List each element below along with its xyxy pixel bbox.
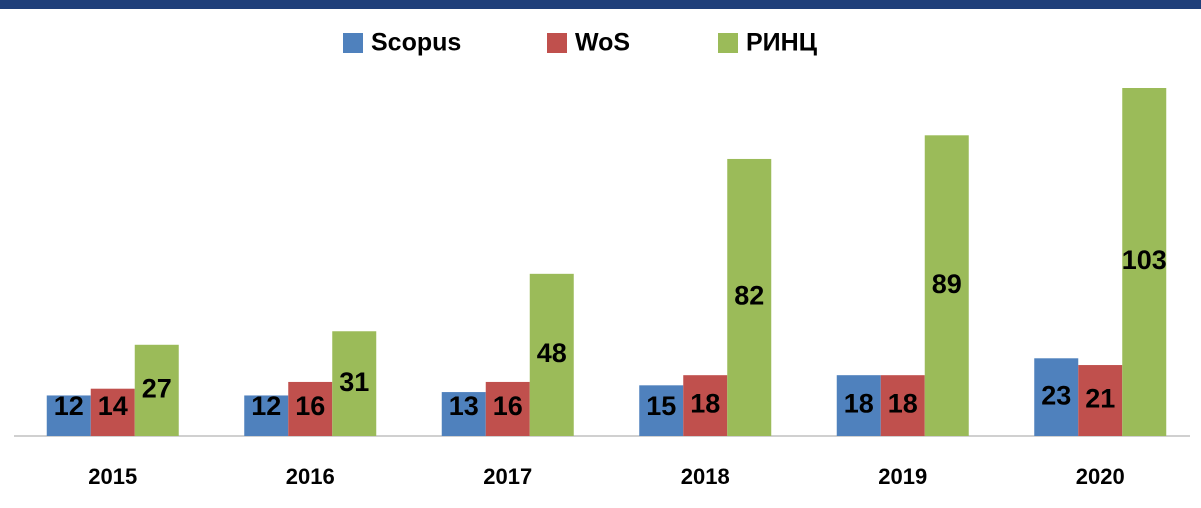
data-label: 18 [888, 389, 918, 419]
legend-label: Scopus [371, 29, 461, 57]
data-label: 103 [1122, 245, 1167, 275]
bar [1034, 358, 1079, 436]
x-tick-label: 2020 [1076, 464, 1125, 489]
data-label: 21 [1085, 384, 1115, 414]
bar [441, 392, 486, 436]
legend-swatch [718, 33, 738, 53]
x-tick-label: 2017 [483, 464, 532, 489]
legend-swatch [343, 33, 363, 53]
bar [529, 273, 574, 436]
bar [46, 395, 91, 436]
x-tick-label: 2016 [286, 464, 335, 489]
data-label: 14 [98, 391, 128, 421]
data-label: 16 [295, 391, 325, 421]
legend-label: WoS [575, 29, 630, 57]
bar [332, 331, 377, 436]
data-label: 31 [339, 367, 369, 397]
data-label: 13 [449, 391, 479, 421]
bar [880, 375, 925, 436]
bar [727, 158, 772, 436]
data-label: 18 [690, 389, 720, 419]
bar [90, 388, 135, 436]
legend-swatch [547, 33, 567, 53]
legend-label: РИНЦ [746, 29, 818, 57]
bar [288, 381, 333, 436]
bar [683, 375, 728, 436]
bar [244, 395, 289, 436]
bar [485, 381, 530, 436]
x-tick-label: 2018 [681, 464, 730, 489]
bar [134, 344, 179, 436]
data-label: 15 [646, 391, 676, 421]
data-label: 27 [142, 374, 172, 404]
data-label: 12 [54, 391, 84, 421]
data-label: 18 [844, 389, 874, 419]
data-label: 23 [1041, 380, 1071, 410]
bar [639, 385, 684, 436]
x-tick-label: 2015 [88, 464, 137, 489]
data-label: 16 [493, 391, 523, 421]
bar [924, 135, 969, 436]
bar [836, 375, 881, 436]
data-label: 48 [537, 338, 567, 368]
bar [1078, 365, 1123, 436]
data-label: 89 [932, 269, 962, 299]
header-band [0, 0, 1201, 9]
x-tick-label: 2019 [878, 464, 927, 489]
bar [1122, 88, 1167, 436]
data-label: 82 [734, 281, 764, 311]
data-label: 12 [251, 391, 281, 421]
